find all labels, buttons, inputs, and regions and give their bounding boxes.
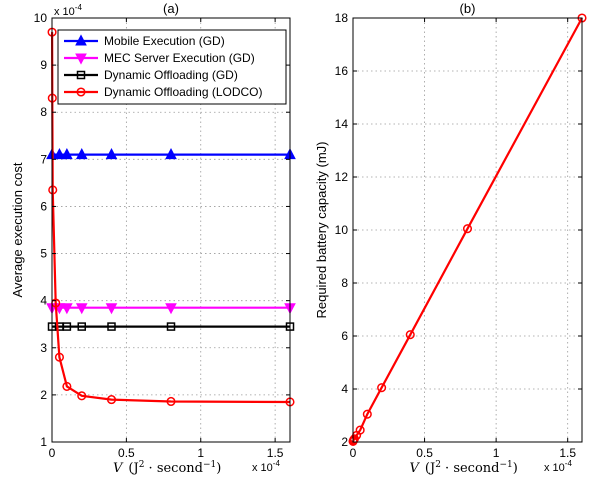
data-point-mobile-execution-gd [53,148,66,160]
y-tick-label: 12 [335,170,349,184]
panel-a-ticks: 0 0.5 1 1.5 1 2 3 4 5 6 7 8 9 10 [34,11,290,460]
series-line-series-0 [352,17,583,442]
panel-b-y-axis-label: Required battery capacity (mJ) [314,141,329,318]
panel-b-chart: (b) 0 0.5 1 1.5 2 4 6 8 10 12 14 16 18 x 10-4 Requir… [314,1,587,476]
panel-a-y-axis-label: Average execution cost [10,162,25,297]
y-tick-label: 3 [40,341,47,355]
y-tick-label: 8 [40,105,47,119]
data-point-mobile-execution-gd [61,148,73,160]
x-tick-label: 1.5 [267,446,284,460]
y-tick-label: 2 [341,435,348,449]
y-tick-label: 4 [40,294,47,308]
data-point-dynamic-offloading-lodco [54,352,64,362]
legend-marker [75,34,87,46]
data-point-dynamic-offloading-lodco [48,185,58,195]
data-point-dynamic-offloading-gd [166,322,176,331]
x-tick-label: 1.5 [559,446,576,460]
y-tick-label: 10 [34,11,48,25]
panel-a-frame [51,17,291,443]
x-tick-label: 0.5 [118,446,135,460]
x-tick-label: 0 [350,446,357,460]
data-point-dynamic-offloading-gd [77,322,86,331]
panel-a-x-axis-label: V (J2 · second−1) [113,460,221,476]
y-tick-label: 8 [341,276,348,290]
legend-marker [76,70,86,80]
legend-label: Mobile Execution (GD) [104,34,225,48]
data-point-mec-server-execution-gd [75,303,88,315]
y-tick-label: 6 [341,329,348,343]
data-point-mec-server-execution-gd [61,303,73,315]
legend-marker [76,87,86,97]
y-tick-label: 18 [335,11,349,25]
data-point-series-0 [355,425,365,435]
panel-a-y-multiplier: x 10-4 [54,3,82,18]
legend-label: Dynamic Offloading (LODCO) [104,85,263,99]
legend-label: MEC Server Execution (GD) [104,51,255,65]
panel-b-x-multiplier: x 10-4 [544,459,572,474]
legend-marker [75,53,87,65]
panel-b-title: (b) [460,1,476,16]
data-point-mec-server-execution-gd [105,303,118,315]
data-point-dynamic-offloading-lodco [106,395,117,405]
data-point-series-0 [362,409,372,419]
x-tick-label: 0 [49,446,56,460]
legend-label: Dynamic Offloading (GD) [104,68,238,82]
data-point-series-0 [377,383,387,393]
data-point-mobile-execution-gd [105,148,118,160]
data-point-dynamic-offloading-lodco [77,391,87,401]
data-point-mobile-execution-gd [165,148,177,160]
data-point-dynamic-offloading-gd [62,322,72,331]
y-tick-label: 2 [40,388,47,402]
panel-b-ticks: 0 0.5 1 1.5 2 4 6 8 10 12 14 16 18 [335,11,582,460]
x-tick-label: 1 [493,446,500,460]
y-tick-label: 16 [335,64,349,78]
panel-b-grid [353,18,582,442]
y-tick-label: 5 [40,247,47,261]
x-tick-label: 0.5 [416,446,433,460]
data-point-mec-server-execution-gd [165,303,177,315]
data-point-series-0 [462,224,473,234]
panel-a-x-multiplier: x 10-4 [252,459,280,474]
panel-b-x-axis-label: V (J2 · second−1) [410,460,518,476]
y-tick-label: 1 [40,435,47,449]
data-point-mobile-execution-gd [75,148,88,160]
panel-a-chart: (a) 0 0.5 1 1.5 1 2 3 4 5 6 7 8 9 10 x 10-4 x 10-4 Av… [10,1,296,476]
y-tick-label: 14 [335,117,349,131]
y-tick-label: 9 [40,58,47,72]
data-point-dynamic-offloading-gd [107,322,116,331]
data-point-dynamic-offloading-lodco [166,396,176,407]
data-point-series-0 [405,330,415,340]
y-tick-label: 7 [40,152,47,166]
y-tick-label: 6 [40,199,47,213]
panel-a-series [46,27,296,407]
data-point-dynamic-offloading-lodco [62,381,72,391]
y-tick-label: 10 [335,223,349,237]
panel-a-title: (a) [163,1,179,16]
x-tick-label: 1 [197,446,204,460]
y-tick-label: 4 [341,382,348,396]
panel-a-legend: Mobile Execution (GD) MEC Server Executio… [57,29,287,105]
